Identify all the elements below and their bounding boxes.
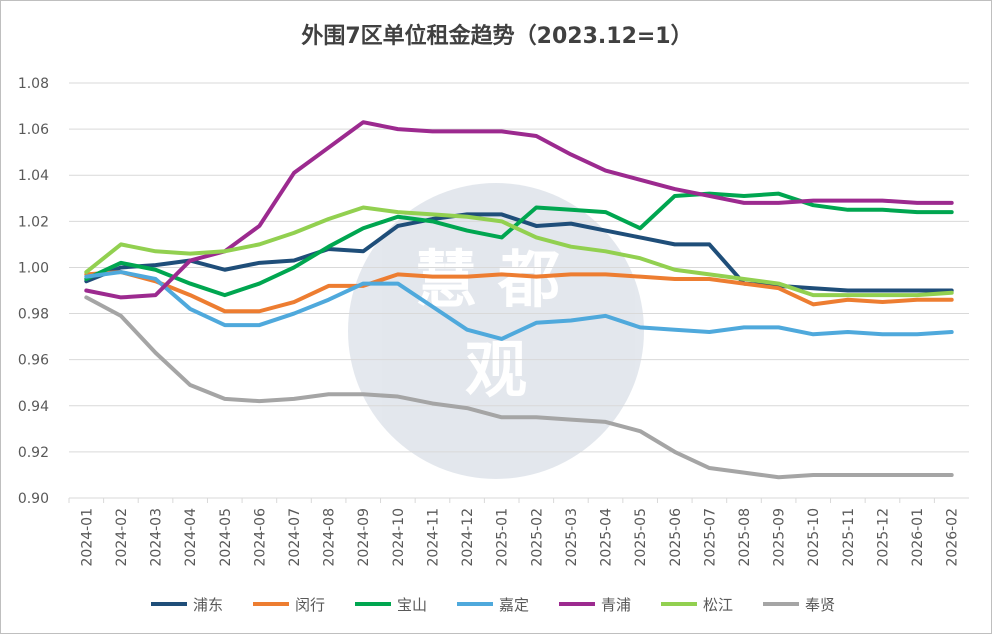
x-tick-label: 2024-11: [425, 508, 441, 567]
y-tick-label: 0.96: [18, 353, 49, 369]
x-tick-label: 2025-08: [737, 508, 753, 567]
x-tick-label: 2025-12: [875, 508, 891, 567]
series-line-2: [84, 191, 954, 298]
series-line-1: [84, 270, 954, 314]
series-line-3: [84, 270, 954, 341]
x-tick-label: 2024-06: [252, 508, 268, 567]
svg-text:都: 都: [497, 243, 560, 316]
x-tick-label: 2024-05: [218, 508, 234, 567]
x-tick-label: 2024-07: [287, 508, 303, 567]
x-tick-label: 2025-09: [772, 508, 788, 567]
x-tick-label: 2024-08: [322, 508, 338, 567]
x-tick-label: 2025-01: [495, 508, 511, 567]
y-tick-label: 1.08: [18, 76, 49, 92]
svg-text:观: 观: [465, 333, 527, 406]
x-tick-label: 2026-02: [945, 508, 961, 567]
y-tick-label: 1.00: [18, 260, 49, 276]
x-tick-label: 2025-11: [841, 508, 857, 567]
x-tick-label: 2024-02: [114, 508, 130, 567]
legend-label: 嘉定: [499, 596, 529, 614]
legend-label: 宝山: [397, 596, 427, 614]
legend-label: 浦东: [193, 596, 223, 614]
y-tick-label: 1.04: [18, 168, 49, 184]
watermark-logo: 慧 都 观: [348, 183, 644, 479]
series-line-6: [84, 295, 954, 480]
legend-label: 闵行: [295, 596, 325, 614]
legend: 浦东 闵行 宝山 嘉定 青浦 松江 奉贤: [151, 596, 835, 614]
svg-text:慧: 慧: [415, 243, 477, 316]
y-tick-label: 0.94: [18, 399, 49, 415]
x-tick-label: 2026-01: [910, 508, 926, 567]
x-tick-label: 2024-10: [391, 508, 407, 567]
x-tick-label: 2025-10: [806, 508, 822, 567]
x-tick-label: 2025-05: [633, 508, 649, 567]
y-tick-label: 0.98: [18, 307, 49, 323]
x-tick-label: 2024-04: [183, 508, 199, 567]
legend-label: 松江: [703, 596, 733, 614]
y-tick-label: 1.02: [18, 214, 49, 230]
x-tick-label: 2025-07: [702, 508, 718, 567]
x-tick-label: 2024-12: [460, 508, 476, 567]
series-line-5: [84, 205, 954, 298]
x-axis-ticks: 2024-01 2024-02 2024-03 2024-04 2024-05 2024-…: [68, 498, 961, 567]
x-tick-label: 2025-02: [529, 508, 545, 567]
y-tick-label: 0.90: [18, 491, 49, 507]
x-tick-label: 2024-09: [356, 508, 372, 567]
chart-title: 外围7区单位租金趋势（2023.12=1）: [301, 23, 692, 49]
series-line-4: [84, 120, 954, 300]
legend-label: 青浦: [601, 596, 631, 614]
series-lines: [84, 120, 954, 480]
y-tick-label: 1.06: [18, 122, 49, 138]
x-tick-label: 2025-04: [599, 508, 615, 567]
y-axis-ticks: 1.08 1.06 1.04 1.02 1.00 0.98 0.96 0.94 0.92 0.90: [18, 76, 49, 507]
x-tick-label: 2024-03: [149, 508, 165, 567]
y-tick-label: 0.92: [18, 445, 49, 461]
x-tick-label: 2025-06: [668, 508, 684, 567]
legend-label: 奉贤: [805, 596, 835, 614]
x-tick-label: 2024-01: [79, 508, 95, 567]
x-tick-label: 2025-03: [564, 508, 580, 567]
